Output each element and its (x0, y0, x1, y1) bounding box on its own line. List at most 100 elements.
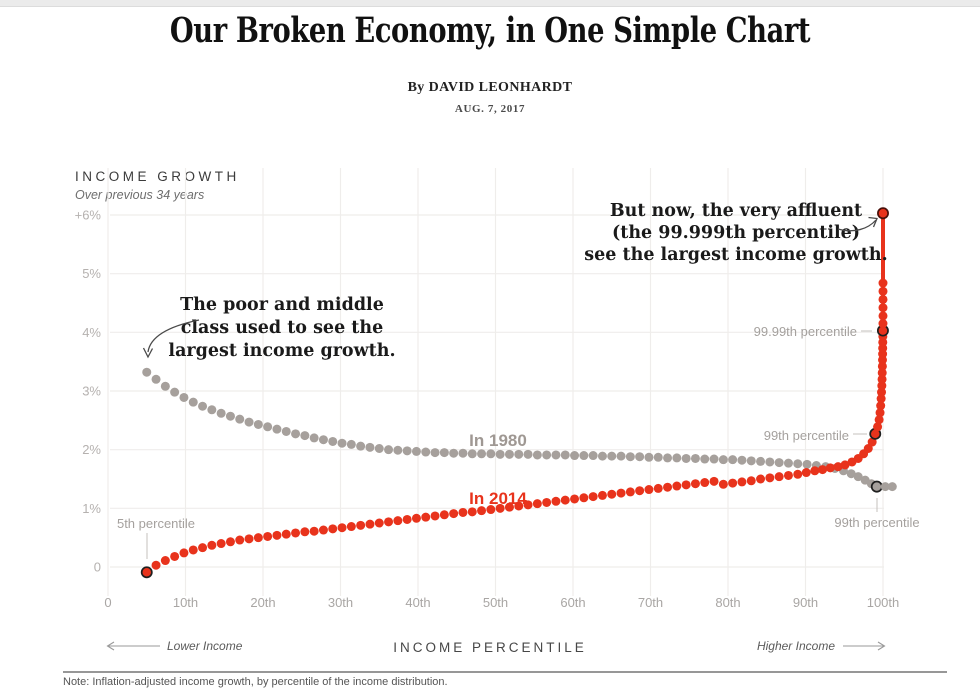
arrow-right-icon (843, 641, 886, 651)
series-2014-dot (579, 493, 589, 503)
series-2014-dot (867, 437, 877, 447)
series-2014-dot (356, 520, 366, 530)
svg-text:see the largest income growth.: see the largest income growth. (584, 245, 887, 265)
series-1980-dot (449, 448, 459, 458)
svg-text:(the 99.999th percentile): (the 99.999th percentile) (612, 223, 860, 243)
series-2014-dot (737, 477, 747, 487)
chart-title: INCOME GROWTH (75, 169, 240, 184)
series-1980-dot (374, 443, 384, 453)
series-2014-dot (681, 480, 691, 490)
pub-date: AUG. 7, 2017 (454, 103, 526, 115)
series-2014-dot (877, 387, 887, 397)
label-99th-percentile-gray: 99th percentile (834, 515, 919, 530)
series-1980-dot (309, 433, 319, 443)
series-2014-dot (672, 481, 682, 491)
series-2014-dot (346, 522, 356, 532)
series-1980-dot (542, 450, 552, 460)
series-1980-dot (467, 449, 477, 459)
series-2014-dot (514, 501, 524, 511)
series-2014-dot (874, 415, 884, 425)
series-2014-dot (328, 524, 338, 534)
series-2014-dot (877, 374, 887, 384)
series-1980-dot (151, 374, 161, 384)
series-2014-dot (873, 422, 883, 432)
series-2014-dot (833, 462, 843, 472)
svg-text:largest income growth.: largest income growth. (168, 341, 395, 361)
annotation-right: But now, the very affluent (the 99.999th… (584, 201, 887, 265)
series-1980-dot (663, 453, 673, 463)
x-tick-label: 80th (715, 595, 740, 610)
y-tick-label: 1% (82, 501, 101, 516)
series-2014-dot (570, 494, 580, 504)
series-2014-dot (877, 368, 887, 378)
series-2014-highlight-dot (140, 566, 153, 579)
series-2014-dot (878, 303, 888, 313)
x-tick-label: 70th (638, 595, 663, 610)
series-1980-dot (718, 455, 728, 465)
series-1980-dot (514, 449, 524, 459)
x-axis-title: INCOME PERCENTILE (393, 640, 587, 655)
series-1980-dot (439, 448, 449, 458)
series-1980-dot (774, 458, 784, 468)
series-2014-dot (170, 551, 180, 561)
series-1980-dot (746, 456, 756, 466)
series-2014-dot (690, 479, 700, 489)
series-2014-dot (393, 516, 403, 526)
series-2014-dot (495, 503, 505, 513)
label-lower-income: Lower Income (167, 639, 243, 653)
series-2014-dot (411, 513, 421, 523)
series-1980-dot (690, 453, 700, 463)
y-tick-label: 2% (82, 442, 101, 457)
series-1980-dot (709, 454, 719, 464)
series-1980-dot (170, 387, 180, 397)
chart-subtitle: Over previous 34 years (75, 188, 204, 202)
label-higher-income: Higher Income (757, 639, 835, 653)
annotation-arrow-left-icon (142, 319, 200, 359)
series-2014-dot (635, 486, 645, 496)
series-1980-dot (853, 472, 863, 482)
x-tick-label: 20th (250, 595, 275, 610)
series-2014-dot (877, 381, 887, 391)
series-1980-dot (216, 408, 226, 418)
series-1980-dot (579, 451, 589, 461)
series-1980-dot (421, 447, 431, 457)
svg-text:class used to see the: class used to see the (181, 318, 383, 338)
series-2014-dot (756, 474, 766, 484)
series-2014-dot (875, 408, 885, 418)
series-2014-dot (160, 556, 170, 566)
series-2014-dot (774, 472, 784, 482)
annotation-left: The poor and middle class used to see th… (168, 295, 395, 361)
income-growth-chart: INCOME GROWTH Over previous 34 years 0 1%… (0, 150, 980, 670)
series-2014-dot (783, 470, 793, 480)
y-tick-label: +6% (75, 208, 102, 223)
series-2014-dot (801, 468, 811, 478)
x-axis-tick-labels: 0 10th 20th 30th 40th 50th 60th 70th 80th 90th 100… (104, 595, 899, 610)
series-1980-dot (644, 452, 654, 462)
y-tick-label: 3% (82, 384, 101, 399)
series-2014-dot (878, 319, 888, 329)
series-2014-dot (439, 510, 449, 520)
series-1980-dot (207, 405, 217, 415)
series-2014-dot (746, 476, 756, 486)
footer-note: Note: Inflation-adjusted income growth, … (63, 676, 448, 688)
series-2014-dot (225, 537, 235, 547)
series-1980-dot (356, 441, 366, 451)
series-2014-dot (504, 502, 514, 512)
series-2014-dot (430, 511, 440, 521)
series-2014-dot (179, 548, 189, 558)
series-1980-dot (588, 451, 598, 461)
series-2014-dot (560, 495, 570, 505)
annotation-arrow-right-icon (837, 216, 878, 232)
series-2014-dot (216, 539, 226, 549)
footer-divider (63, 671, 947, 673)
series-2014-dot (876, 401, 886, 411)
series-2014-dot (421, 512, 431, 522)
series-1980-dot (737, 455, 747, 465)
svg-text:The poor and middle: The poor and middle (180, 295, 384, 315)
x-tick-label: 40th (405, 595, 430, 610)
series-2014-dot (825, 463, 835, 473)
series-1980-dot (318, 435, 328, 445)
series-2014-dot (291, 528, 301, 538)
x-tick-label: 0 (104, 595, 111, 610)
series-1980-dot (756, 456, 766, 466)
